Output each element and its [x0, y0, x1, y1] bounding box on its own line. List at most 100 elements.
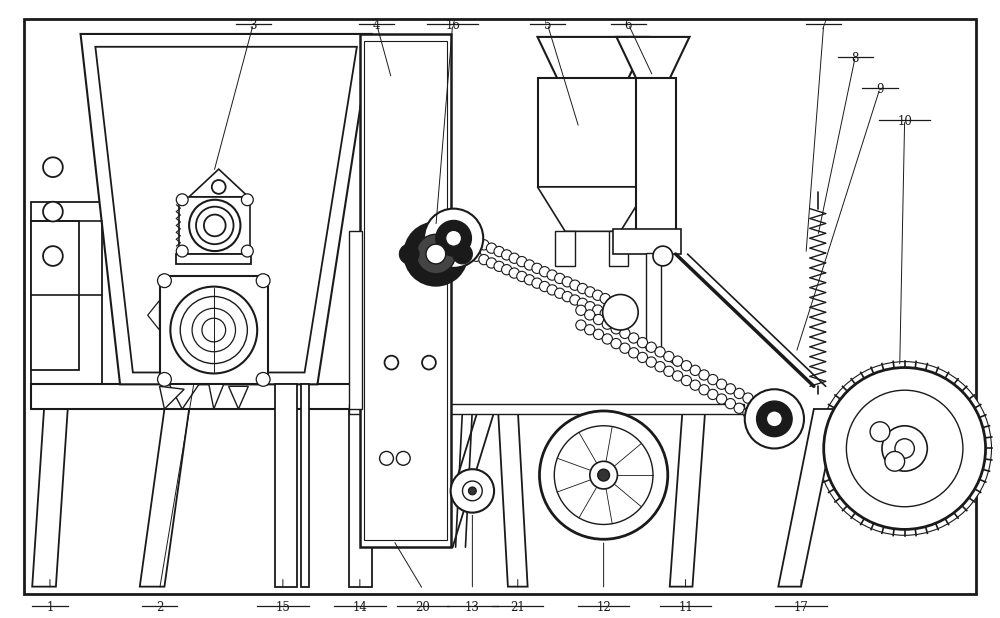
- Text: 1: 1: [46, 601, 54, 614]
- Bar: [360, 34, 451, 547]
- Circle shape: [620, 328, 630, 339]
- Polygon shape: [140, 409, 189, 586]
- Bar: [349, 404, 744, 414]
- Circle shape: [380, 451, 393, 465]
- Polygon shape: [148, 300, 160, 330]
- Polygon shape: [778, 409, 838, 586]
- Bar: [179, 197, 250, 254]
- Polygon shape: [538, 37, 648, 78]
- Text: 17: 17: [794, 601, 808, 614]
- Circle shape: [404, 222, 467, 286]
- Circle shape: [555, 288, 565, 298]
- Polygon shape: [32, 409, 68, 586]
- Circle shape: [396, 451, 410, 465]
- Circle shape: [673, 371, 683, 381]
- Polygon shape: [209, 384, 224, 409]
- Circle shape: [577, 284, 588, 294]
- Circle shape: [725, 384, 736, 394]
- Circle shape: [241, 194, 253, 206]
- Circle shape: [539, 281, 550, 292]
- Circle shape: [655, 362, 665, 372]
- Circle shape: [479, 240, 489, 250]
- Circle shape: [256, 373, 270, 386]
- Bar: [31, 384, 391, 409]
- Circle shape: [486, 243, 497, 253]
- Polygon shape: [81, 34, 372, 384]
- Bar: [613, 229, 681, 254]
- Circle shape: [43, 201, 63, 221]
- Circle shape: [593, 329, 604, 339]
- Circle shape: [734, 388, 744, 399]
- Circle shape: [532, 278, 542, 288]
- Circle shape: [212, 180, 226, 194]
- Text: 4: 4: [373, 19, 380, 32]
- Bar: [646, 253, 661, 350]
- Circle shape: [494, 261, 504, 271]
- Circle shape: [760, 402, 771, 412]
- Circle shape: [593, 305, 603, 315]
- Circle shape: [681, 361, 692, 371]
- Circle shape: [716, 379, 727, 389]
- Text: 11: 11: [678, 601, 693, 614]
- Circle shape: [399, 244, 419, 264]
- Text: 10: 10: [897, 115, 912, 128]
- Circle shape: [176, 245, 188, 257]
- Circle shape: [502, 250, 512, 260]
- Circle shape: [385, 356, 398, 370]
- Circle shape: [524, 274, 535, 285]
- Circle shape: [570, 280, 580, 290]
- Circle shape: [539, 411, 668, 540]
- Circle shape: [602, 334, 612, 344]
- Text: 5: 5: [544, 19, 551, 32]
- Bar: [160, 276, 268, 384]
- Circle shape: [757, 401, 792, 437]
- Circle shape: [585, 302, 595, 312]
- Text: 8: 8: [852, 52, 859, 65]
- Polygon shape: [349, 409, 372, 586]
- Circle shape: [611, 339, 621, 349]
- Bar: [555, 231, 575, 266]
- Polygon shape: [169, 384, 199, 409]
- Circle shape: [673, 356, 683, 366]
- Bar: [384, 437, 411, 491]
- Bar: [364, 41, 447, 540]
- Circle shape: [158, 274, 171, 287]
- Bar: [349, 231, 362, 409]
- Circle shape: [576, 320, 586, 330]
- Bar: [176, 254, 251, 264]
- Circle shape: [456, 229, 466, 240]
- Circle shape: [743, 408, 753, 418]
- Polygon shape: [391, 409, 436, 547]
- Polygon shape: [160, 386, 184, 409]
- Text: 9: 9: [876, 83, 884, 96]
- Polygon shape: [498, 409, 528, 586]
- Polygon shape: [616, 37, 689, 78]
- Polygon shape: [189, 169, 248, 197]
- Circle shape: [517, 256, 527, 267]
- Circle shape: [555, 273, 565, 284]
- Circle shape: [846, 390, 963, 507]
- Circle shape: [422, 356, 436, 370]
- Circle shape: [593, 315, 604, 324]
- Circle shape: [256, 274, 270, 287]
- Circle shape: [189, 200, 240, 251]
- Text: 14: 14: [352, 601, 367, 614]
- Circle shape: [885, 451, 905, 471]
- Bar: [275, 384, 297, 586]
- Circle shape: [547, 270, 557, 280]
- Circle shape: [192, 308, 236, 352]
- Text: 6: 6: [625, 19, 632, 32]
- Circle shape: [196, 206, 234, 244]
- Circle shape: [547, 285, 557, 295]
- Circle shape: [576, 305, 586, 315]
- Circle shape: [725, 399, 736, 408]
- Circle shape: [448, 241, 459, 252]
- Circle shape: [824, 368, 986, 530]
- Circle shape: [539, 266, 550, 277]
- Circle shape: [637, 337, 648, 348]
- Text: 3: 3: [250, 19, 257, 32]
- Circle shape: [204, 214, 226, 236]
- Text: 20: 20: [416, 601, 430, 614]
- Circle shape: [448, 226, 459, 237]
- Circle shape: [708, 375, 718, 385]
